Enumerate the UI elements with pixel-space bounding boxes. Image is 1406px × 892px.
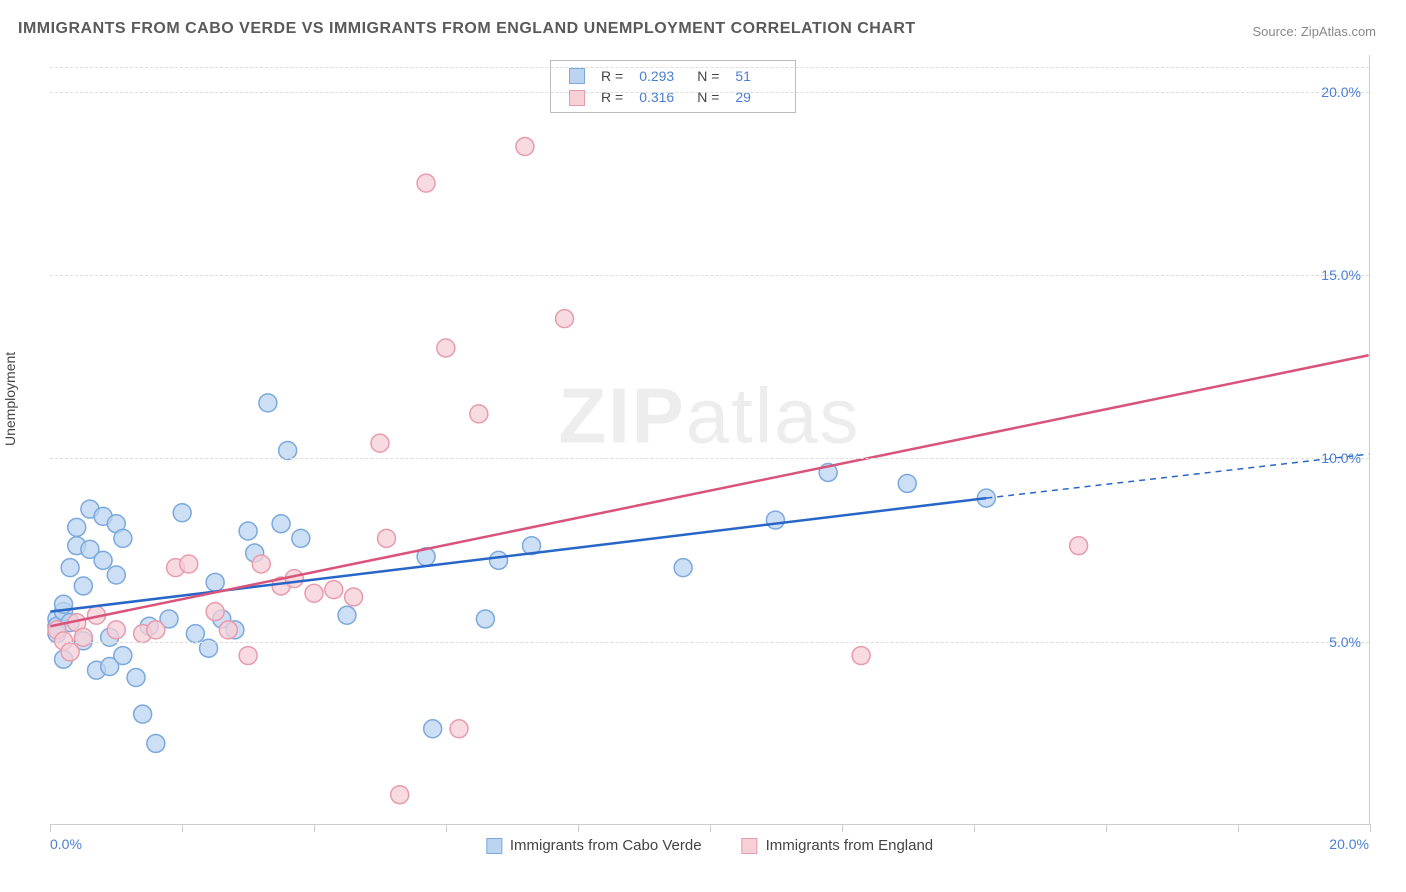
data-point — [61, 643, 79, 661]
n-label: N = — [697, 68, 719, 84]
data-point — [134, 705, 152, 723]
data-point — [338, 606, 356, 624]
x-tick — [1370, 824, 1371, 832]
x-tick — [1106, 824, 1107, 832]
stats-row-series-2: R = 0.316 N = 29 — [561, 86, 785, 107]
data-point — [516, 138, 534, 156]
x-tick — [446, 824, 447, 832]
data-point — [94, 551, 112, 569]
data-point — [127, 669, 145, 687]
data-point — [476, 610, 494, 628]
data-point — [61, 559, 79, 577]
data-point — [68, 518, 86, 536]
x-tick — [50, 824, 51, 832]
data-point — [490, 551, 508, 569]
data-point — [206, 573, 224, 591]
data-point — [173, 504, 191, 522]
data-point — [259, 394, 277, 412]
y-tick-label: 10.0% — [1321, 450, 1361, 466]
y-axis-label: Unemployment — [2, 352, 18, 446]
data-point — [292, 529, 310, 547]
legend-item-1: Immigrants from Cabo Verde — [486, 837, 702, 854]
gridline — [50, 67, 1369, 68]
data-point — [107, 621, 125, 639]
data-point — [114, 647, 132, 665]
data-point — [556, 310, 574, 328]
trend-line — [50, 355, 1368, 626]
y-tick-label: 20.0% — [1321, 84, 1361, 100]
data-point — [1070, 537, 1088, 555]
data-point — [391, 786, 409, 804]
plot-area: ZIPatlas R = 0.293 N = 51 R = 0.316 N = … — [50, 55, 1370, 825]
trend-line-extrapolated — [986, 454, 1368, 498]
gridline — [50, 642, 1369, 643]
x-tick — [314, 824, 315, 832]
data-point — [766, 511, 784, 529]
gridline — [50, 92, 1369, 93]
data-point — [279, 441, 297, 459]
data-point — [147, 621, 165, 639]
data-point — [305, 584, 323, 602]
data-point — [147, 734, 165, 752]
data-point — [219, 621, 237, 639]
data-point — [674, 559, 692, 577]
data-point — [852, 647, 870, 665]
data-point — [417, 174, 435, 192]
x-tick — [710, 824, 711, 832]
data-point — [272, 515, 290, 533]
y-tick-label: 15.0% — [1321, 267, 1361, 283]
data-point — [107, 566, 125, 584]
gridline — [50, 458, 1369, 459]
n-value-1: 51 — [735, 68, 777, 84]
data-point — [180, 555, 198, 573]
swatch-series-1 — [486, 838, 502, 854]
swatch-series-2 — [742, 838, 758, 854]
data-point — [74, 628, 92, 646]
data-point — [470, 405, 488, 423]
data-point — [450, 720, 468, 738]
data-point — [325, 581, 343, 599]
data-point — [252, 555, 270, 573]
x-tick-label-max: 20.0% — [1329, 836, 1369, 852]
swatch-series-1 — [569, 68, 585, 84]
x-tick — [578, 824, 579, 832]
bottom-legend: Immigrants from Cabo Verde Immigrants fr… — [486, 837, 933, 854]
data-point — [378, 529, 396, 547]
legend-label-2: Immigrants from England — [766, 837, 934, 854]
stats-row-series-1: R = 0.293 N = 51 — [561, 65, 785, 86]
data-point — [345, 588, 363, 606]
data-point — [239, 647, 257, 665]
y-tick-label: 5.0% — [1329, 634, 1361, 650]
data-point — [114, 529, 132, 547]
data-point — [74, 577, 92, 595]
data-point — [898, 474, 916, 492]
data-point — [239, 522, 257, 540]
legend-item-2: Immigrants from England — [742, 837, 934, 854]
data-point — [437, 339, 455, 357]
data-point — [424, 720, 442, 738]
x-tick — [842, 824, 843, 832]
r-value-1: 0.293 — [639, 68, 681, 84]
x-tick-label-min: 0.0% — [50, 836, 82, 852]
legend-label-1: Immigrants from Cabo Verde — [510, 837, 702, 854]
data-point — [186, 625, 204, 643]
x-tick — [974, 824, 975, 832]
chart-svg — [50, 55, 1369, 824]
source-attribution: Source: ZipAtlas.com — [1252, 24, 1376, 39]
r-label: R = — [601, 68, 623, 84]
gridline — [50, 275, 1369, 276]
x-tick — [1238, 824, 1239, 832]
chart-title: IMMIGRANTS FROM CABO VERDE VS IMMIGRANTS… — [18, 20, 916, 38]
x-tick — [182, 824, 183, 832]
data-point — [206, 603, 224, 621]
data-point — [371, 434, 389, 452]
